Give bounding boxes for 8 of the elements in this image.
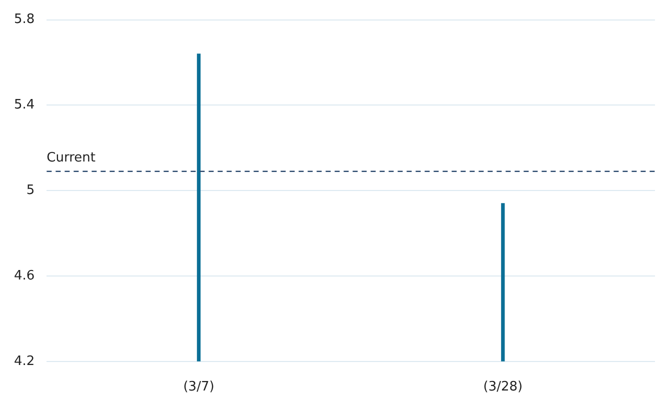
- y-tick-label: 5.8: [14, 12, 35, 28]
- y-tick-label: 4.2: [14, 354, 35, 369]
- y-tick-label: 5.4: [14, 98, 35, 113]
- y-tick-label: 4.6: [14, 268, 35, 284]
- x-tick-label: (3/28): [483, 380, 523, 395]
- x-tick-label: (3/7): [183, 380, 214, 395]
- ref-line-label: Current: [46, 150, 96, 166]
- y-tick-label: 5: [26, 182, 35, 198]
